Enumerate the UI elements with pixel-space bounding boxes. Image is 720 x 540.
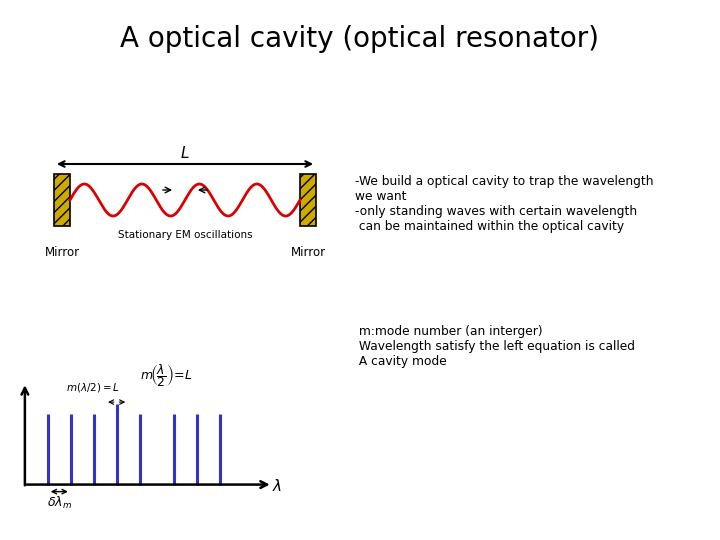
Text: Stationary EM oscillations: Stationary EM oscillations [117, 230, 252, 240]
Text: $\delta\lambda_m$: $\delta\lambda_m$ [47, 495, 72, 510]
Text: $\lambda$: $\lambda$ [272, 478, 282, 494]
Text: Mirror: Mirror [290, 246, 325, 259]
Text: -We build a optical cavity to trap the wavelength: -We build a optical cavity to trap the w… [355, 175, 654, 188]
Text: Wavelength satisfy the left equation is called: Wavelength satisfy the left equation is … [355, 340, 635, 353]
Bar [54, 174, 70, 226]
Text: we want: we want [355, 190, 407, 203]
Text: can be maintained within the optical cavity: can be maintained within the optical cav… [355, 220, 624, 233]
Text: -only standing waves with certain wavelength: -only standing waves with certain wavele… [355, 205, 637, 218]
Text: Mirror: Mirror [45, 246, 80, 259]
Bar [300, 174, 316, 226]
Text: A cavity mode: A cavity mode [355, 355, 446, 368]
Text: $L$: $L$ [180, 145, 190, 161]
Text: $m\!\left(\dfrac{\lambda}{2}\right)\!=\!L$: $m\!\left(\dfrac{\lambda}{2}\right)\!=\!… [140, 362, 192, 389]
Text: m:mode number (an interger): m:mode number (an interger) [355, 325, 543, 338]
Text: A optical cavity (optical resonator): A optical cavity (optical resonator) [120, 25, 600, 53]
Text: $m(\lambda/2)=L$: $m(\lambda/2)=L$ [66, 381, 120, 394]
